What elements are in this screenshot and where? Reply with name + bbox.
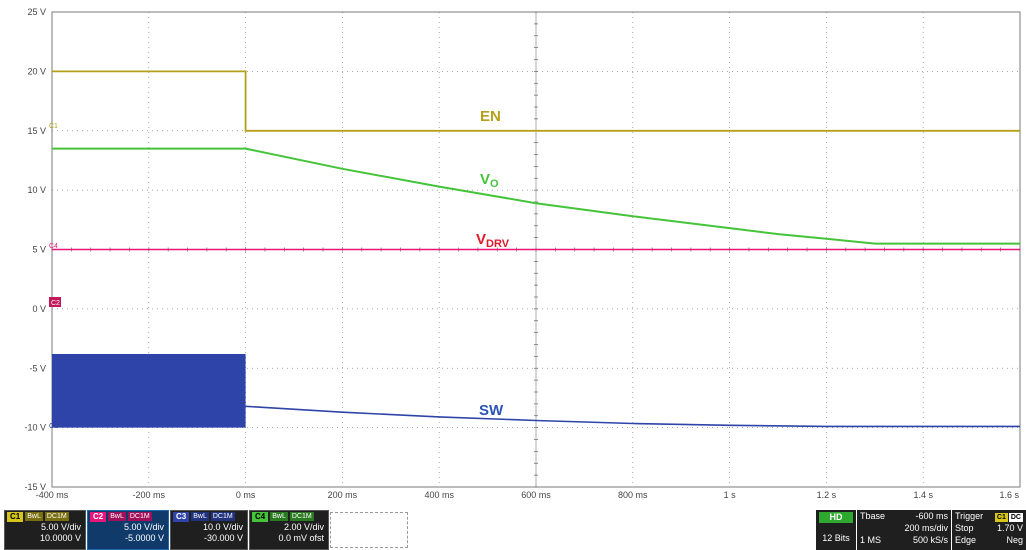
trigger-mode: Stop bbox=[955, 523, 974, 533]
x-axis-label: 1.6 s bbox=[999, 490, 1019, 500]
volts-per-div: 10.0 V/div bbox=[202, 522, 243, 532]
x-axis-label: -200 ms bbox=[133, 490, 166, 500]
volts-per-div: 2.00 V/div bbox=[283, 522, 324, 532]
c2-ground-marker[interactable] bbox=[49, 297, 61, 307]
y-axis-label: -5 V bbox=[29, 363, 46, 373]
channel-offset: -30.000 V bbox=[203, 533, 243, 543]
channel-box-c1[interactable]: C1 BwL DC1M 5.00 V/div 10.0000 V bbox=[4, 510, 86, 550]
resolution-bits: 12 Bits bbox=[822, 533, 850, 543]
x-axis-label: 0 ms bbox=[236, 490, 256, 500]
channel-offset: -5.0000 V bbox=[124, 533, 164, 543]
x-axis-label: 200 ms bbox=[328, 490, 358, 500]
c1-ground-marker[interactable]: C1 bbox=[49, 123, 58, 130]
timebase-panel[interactable]: Tbase -600 ms 200 ms/div 1 MS 500 kS/s bbox=[857, 510, 951, 550]
c2-ground-marker-label: C2 bbox=[51, 300, 60, 307]
volts-per-div: 5.00 V/div bbox=[123, 522, 164, 532]
volts-per-div: 5.00 V/div bbox=[40, 522, 81, 532]
en-trace bbox=[52, 70, 1020, 132]
y-axis-label: -10 V bbox=[24, 423, 46, 433]
trigger-type: Edge bbox=[955, 535, 977, 545]
x-axis-label: 1.2 s bbox=[817, 490, 837, 500]
bandwidth-limit-badge: BwL bbox=[108, 512, 126, 521]
bandwidth-limit-badge: BwL bbox=[25, 512, 43, 521]
timebase-delay: -600 ms bbox=[915, 511, 948, 521]
x-axis-label: -400 ms bbox=[36, 490, 69, 500]
channel-tag: C2 bbox=[90, 511, 107, 522]
y-axis-label: 10 V bbox=[27, 185, 46, 195]
coupling-badge: DC1M bbox=[210, 512, 235, 521]
channel-box-c4[interactable]: C4 BwL DC1M 2.00 V/div 0.0 mV ofst bbox=[249, 510, 329, 550]
coupling-badge: DC1M bbox=[44, 512, 69, 521]
timebase-label: Tbase bbox=[860, 511, 886, 521]
channel-tag: C1 bbox=[7, 511, 24, 522]
waveform-display[interactable]: 25 V 20 V 15 V 10 V 5 V 0 V -5 V -10 V -15 V -40… bbox=[0, 0, 1026, 510]
sw-switching-burst bbox=[52, 354, 246, 428]
time-per-div: 200 ms/div bbox=[904, 523, 948, 533]
sw-trace-label: SW bbox=[479, 402, 504, 419]
empty-math-slot[interactable] bbox=[330, 512, 408, 548]
sw-trace bbox=[245, 405, 1020, 428]
vo-trace-label: VO bbox=[480, 171, 499, 190]
channel-box-c2[interactable]: C2 BwL DC1M 5.00 V/div -5.0000 V bbox=[87, 510, 169, 550]
y-axis-label: 5 V bbox=[32, 245, 46, 255]
x-axis-label: 800 ms bbox=[618, 490, 648, 500]
en-trace-label: EN bbox=[480, 108, 501, 125]
status-bar: C1 BwL DC1M 5.00 V/div 10.0000 V C2 BwL … bbox=[0, 510, 1026, 550]
vo-trace bbox=[52, 147, 1020, 245]
coupling-badge: DC1M bbox=[289, 512, 314, 521]
channel-offset: 10.0000 V bbox=[39, 533, 81, 543]
trigger-coupling-tag: DC bbox=[1008, 513, 1023, 522]
coupling-badge: DC1M bbox=[127, 512, 152, 521]
trigger-channel-tag: C1 bbox=[994, 513, 1008, 522]
trigger-label: Trigger bbox=[955, 511, 984, 521]
y-axis-label: 20 V bbox=[27, 66, 46, 76]
x-axis-label: 400 ms bbox=[424, 490, 454, 500]
acquisition-mode-panel[interactable]: HD 12 Bits bbox=[816, 510, 856, 550]
channel-tag: C3 bbox=[173, 511, 190, 522]
x-axis-label: 1.4 s bbox=[913, 490, 933, 500]
bandwidth-limit-badge: BwL bbox=[191, 512, 209, 521]
y-axis-label: 15 V bbox=[27, 126, 46, 136]
channel-offset: 0.0 mV ofst bbox=[278, 533, 324, 543]
channel-box-c3[interactable]: C3 BwL DC1M 10.0 V/div -30.000 V bbox=[170, 510, 248, 550]
c3-ground-marker[interactable]: C3 bbox=[49, 423, 58, 430]
x-axis-label: 1 s bbox=[724, 490, 737, 500]
vdrv-trace-label: VDRV bbox=[476, 231, 510, 250]
hd-badge: HD bbox=[819, 512, 853, 523]
waveform-grid: 25 V 20 V 15 V 10 V 5 V 0 V -5 V -10 V -15 V -40… bbox=[24, 7, 1021, 500]
trigger-slope: Neg bbox=[1006, 535, 1023, 545]
c4-ground-marker[interactable]: C4 bbox=[49, 243, 58, 250]
record-length: 1 MS bbox=[860, 535, 882, 545]
y-axis-label: -15 V bbox=[24, 482, 46, 492]
trigger-panel[interactable]: Trigger C1 DC Stop 1.70 V Edge Neg bbox=[952, 510, 1026, 550]
channel-tag: C4 bbox=[252, 511, 269, 522]
sample-rate: 500 kS/s bbox=[912, 535, 948, 545]
bandwidth-limit-badge: BwL bbox=[270, 512, 288, 521]
x-axis-label: 600 ms bbox=[521, 490, 551, 500]
trigger-level: 1.70 V bbox=[996, 523, 1023, 533]
y-axis-label: 0 V bbox=[32, 304, 46, 314]
y-axis-label: 25 V bbox=[27, 7, 46, 17]
